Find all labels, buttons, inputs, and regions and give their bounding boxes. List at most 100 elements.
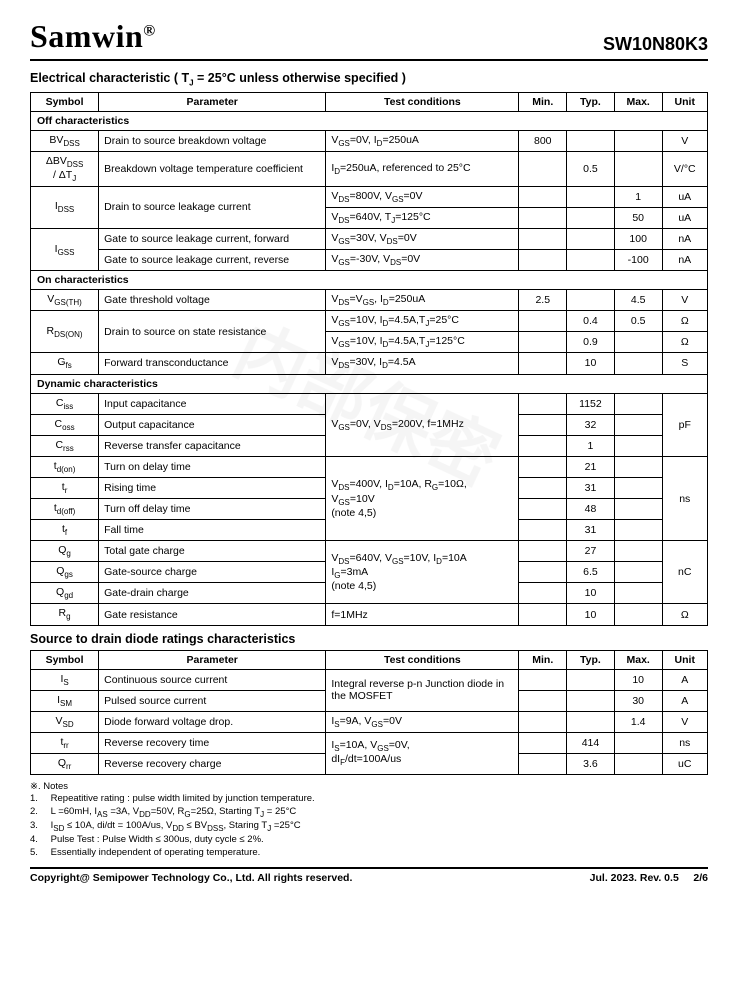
brand-logo: Samwin® — [30, 18, 156, 55]
symbol-cell: VGS(TH) — [31, 290, 99, 311]
unit-cell: ns — [662, 732, 707, 753]
unit-cell: S — [662, 353, 707, 374]
section-header-row: Off characteristics — [31, 111, 708, 130]
parameter-cell: Fall time — [99, 520, 326, 541]
col-symbol: Symbol — [31, 92, 99, 111]
typ-cell: 31 — [567, 520, 615, 541]
symbol-cell: IS — [31, 669, 99, 690]
unit-cell: uA — [662, 186, 707, 207]
col-min: Min. — [519, 650, 567, 669]
max-cell — [614, 151, 662, 186]
page-num: 2/6 — [693, 872, 708, 884]
max-cell — [614, 499, 662, 520]
unit-cell: Ω — [662, 332, 707, 353]
col-max: Max. — [614, 92, 662, 111]
electrical-title: Electrical characteristic ( TJ = 25°C un… — [30, 71, 708, 88]
parameter-cell: Breakdown voltage temperature coefficien… — [99, 151, 326, 186]
typ-cell: 21 — [567, 456, 615, 477]
table-row: VSDDiode forward voltage drop.IS=9A, VGS… — [31, 711, 708, 732]
max-cell — [614, 393, 662, 414]
min-cell — [519, 207, 567, 228]
min-cell — [519, 311, 567, 332]
col-typ: Typ. — [567, 650, 615, 669]
min-cell — [519, 669, 567, 690]
parameter-cell: Turn on delay time — [99, 456, 326, 477]
unit-cell: pF — [662, 393, 707, 456]
parameter-cell: Gate threshold voltage — [99, 290, 326, 311]
table-row: Gate to source leakage current, reverseV… — [31, 250, 708, 271]
min-cell: 2.5 — [519, 290, 567, 311]
test-cond-cell: Integral reverse p-n Junction diode in t… — [326, 669, 519, 711]
max-cell — [614, 414, 662, 435]
unit-cell: Ω — [662, 604, 707, 625]
typ-cell: 32 — [567, 414, 615, 435]
min-cell — [519, 499, 567, 520]
min-cell — [519, 711, 567, 732]
table-row: RgGate resistancef=1MHz10Ω — [31, 604, 708, 625]
test-cond-cell: IS=10A, VGS=0V,dIF/dt=100A/us — [326, 732, 519, 774]
typ-cell: 0.9 — [567, 332, 615, 353]
min-cell: 800 — [519, 130, 567, 151]
max-cell: 1.4 — [614, 711, 662, 732]
parameter-cell: Drain to source leakage current — [99, 186, 326, 228]
unit-cell: A — [662, 690, 707, 711]
col-min: Min. — [519, 92, 567, 111]
col-tc: Test conditions — [326, 650, 519, 669]
note-item: 5. Essentially independent of operating … — [30, 847, 708, 859]
test-cond-cell: ID=250uA, referenced to 25°C — [326, 151, 519, 186]
symbol-cell: ISM — [31, 690, 99, 711]
table-row: VGS(TH)Gate threshold voltageVDS=VGS, ID… — [31, 290, 708, 311]
col-parameter: Parameter — [99, 650, 326, 669]
col-typ: Typ. — [567, 92, 615, 111]
revision: Jul. 2023. Rev. 0.5 — [590, 872, 679, 884]
parameter-cell: Continuous source current — [99, 669, 326, 690]
test-cond-cell: f=1MHz — [326, 604, 519, 625]
typ-cell: 1 — [567, 435, 615, 456]
test-cond-cell: VDS=640V, TJ=125°C — [326, 207, 519, 228]
parameter-cell: Rising time — [99, 477, 326, 498]
table-header-row: Symbol Parameter Test conditions Min. Ty… — [31, 92, 708, 111]
min-cell — [519, 186, 567, 207]
parameter-cell: Gate-drain charge — [99, 583, 326, 604]
parameter-cell: Drain to source breakdown voltage — [99, 130, 326, 151]
min-cell — [519, 690, 567, 711]
min-cell — [519, 520, 567, 541]
col-max: Max. — [614, 650, 662, 669]
brand-name: Samwin — [30, 18, 143, 54]
symbol-cell: Qrr — [31, 753, 99, 774]
max-cell: 10 — [614, 669, 662, 690]
test-cond-cell: IS=9A, VGS=0V — [326, 711, 519, 732]
min-cell — [519, 541, 567, 562]
test-cond-cell: VGS=0V, ID=250uA — [326, 130, 519, 151]
symbol-cell: Qgs — [31, 562, 99, 583]
parameter-cell: Diode forward voltage drop. — [99, 711, 326, 732]
max-cell: 1 — [614, 186, 662, 207]
table-row: RDS(ON)Drain to source on state resistan… — [31, 311, 708, 332]
min-cell — [519, 477, 567, 498]
note-item: 3. ISD ≤ 10A, di/dt = 100A/us, VDD ≤ BVD… — [30, 820, 708, 834]
symbol-cell: Coss — [31, 414, 99, 435]
title-text: Electrical characteristic ( T — [30, 71, 189, 85]
unit-cell: Ω — [662, 311, 707, 332]
min-cell — [519, 332, 567, 353]
page-footer: Copyright@ Semipower Technology Co., Ltd… — [30, 867, 708, 884]
typ-cell — [567, 207, 615, 228]
max-cell — [614, 477, 662, 498]
symbol-cell: tf — [31, 520, 99, 541]
typ-cell — [567, 669, 615, 690]
test-cond-cell: VGS=10V, ID=4.5A,TJ=125°C — [326, 332, 519, 353]
col-parameter: Parameter — [99, 92, 326, 111]
symbol-cell: td(on) — [31, 456, 99, 477]
parameter-cell: Input capacitance — [99, 393, 326, 414]
unit-cell: uC — [662, 753, 707, 774]
max-cell — [614, 456, 662, 477]
min-cell — [519, 604, 567, 625]
test-cond-cell: VDS=30V, ID=4.5A — [326, 353, 519, 374]
parameter-cell: Gate to source leakage current, forward — [99, 228, 326, 249]
max-cell — [614, 604, 662, 625]
parameter-cell: Reverse transfer capacitance — [99, 435, 326, 456]
min-cell — [519, 456, 567, 477]
symbol-cell: Ciss — [31, 393, 99, 414]
test-cond-cell: VGS=-30V, VDS=0V — [326, 250, 519, 271]
typ-cell: 6.5 — [567, 562, 615, 583]
